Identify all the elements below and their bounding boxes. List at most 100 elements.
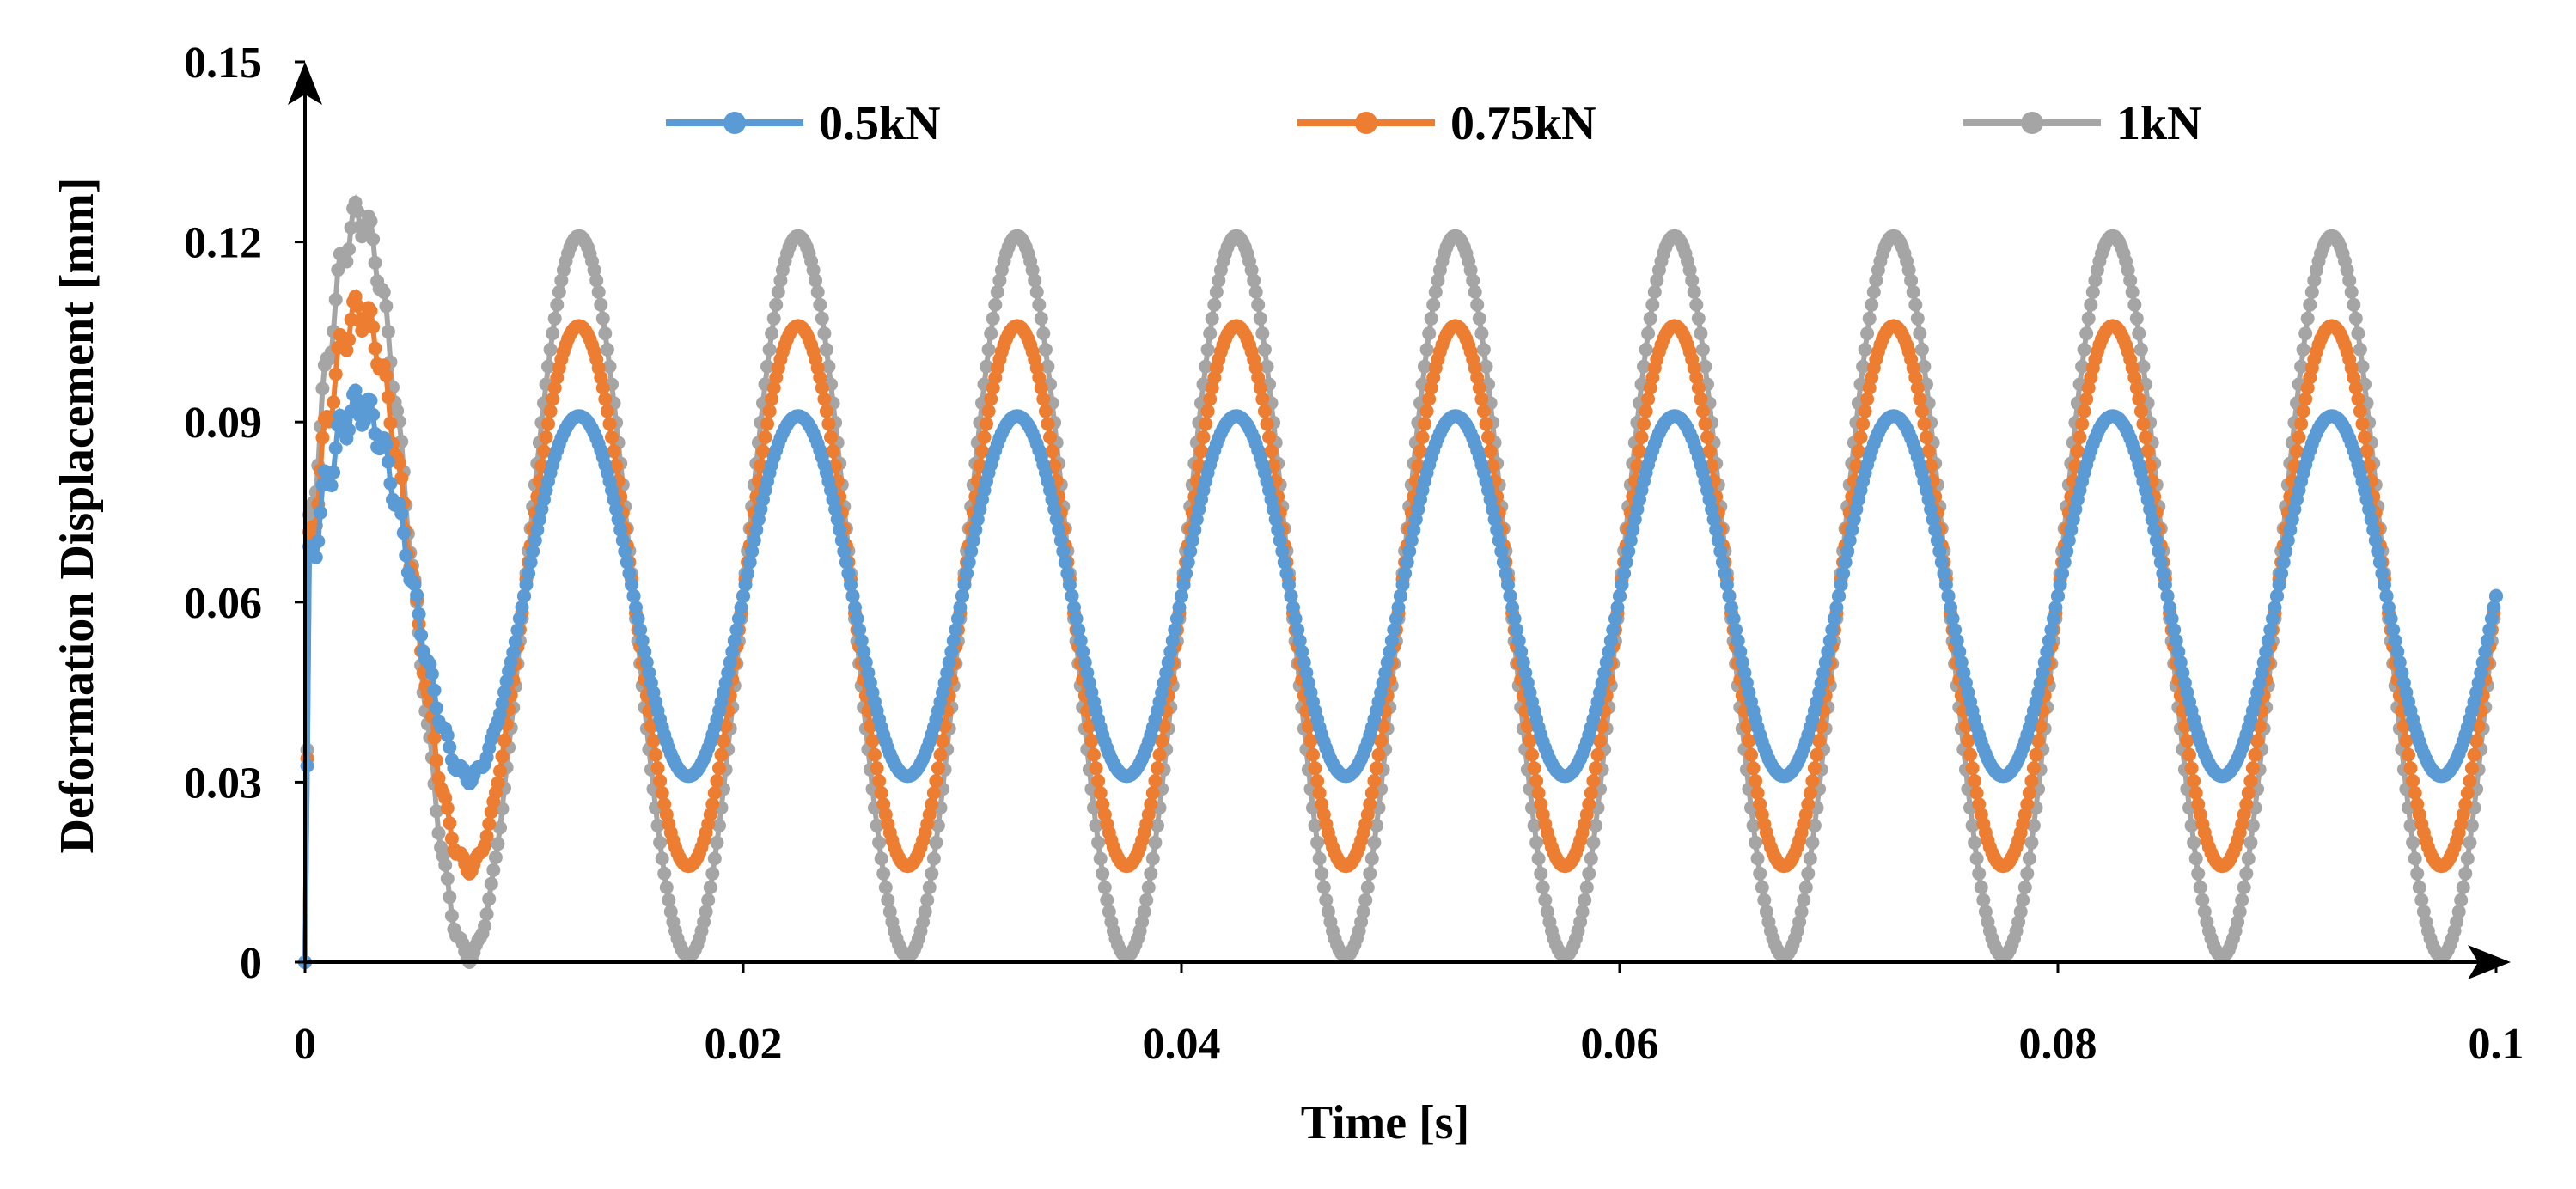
data-point	[1312, 786, 1327, 800]
data-point	[2379, 588, 2394, 603]
data-point	[1466, 273, 1480, 288]
data-point	[1292, 633, 1307, 648]
data-point	[1856, 359, 1871, 374]
data-point	[771, 284, 785, 299]
data-point	[2348, 311, 2363, 326]
data-point	[300, 759, 314, 773]
data-point	[2371, 544, 2385, 558]
data-point	[2484, 612, 2499, 626]
data-point	[427, 683, 442, 698]
data-point	[438, 790, 453, 805]
data-point	[1527, 819, 1541, 832]
data-point	[1032, 370, 1047, 385]
data-point	[2245, 819, 2260, 832]
data-point	[515, 600, 529, 614]
data-point	[399, 548, 413, 563]
data-point	[1179, 566, 1193, 581]
data-point	[1492, 534, 1506, 547]
data-point	[589, 273, 604, 288]
data-point	[1531, 786, 1546, 800]
data-point	[1682, 263, 1697, 277]
data-point	[1794, 905, 1809, 919]
data-point	[1422, 326, 1437, 341]
data-point	[2467, 747, 2481, 762]
data-point	[2239, 797, 2254, 812]
data-point	[762, 404, 777, 418]
data-point	[977, 430, 992, 444]
data-point	[1978, 905, 1993, 919]
data-point	[657, 866, 672, 881]
legend-label: 1kN	[2116, 97, 2202, 150]
data-point	[857, 644, 871, 659]
data-point	[2454, 893, 2469, 907]
data-point	[2125, 284, 2140, 299]
data-point	[1152, 747, 1167, 762]
data-point	[1908, 297, 1923, 312]
data-point	[1422, 392, 1437, 406]
data-point	[655, 786, 669, 800]
data-point	[430, 804, 443, 819]
data-point	[1729, 623, 1743, 637]
data-point	[363, 214, 378, 229]
data-point	[1838, 555, 1853, 570]
data-point	[1603, 633, 1618, 648]
data-point	[946, 633, 961, 648]
data-point	[351, 204, 365, 219]
data-point	[762, 342, 777, 357]
data-point	[508, 635, 522, 649]
data-point	[1527, 761, 1541, 776]
data-point	[1753, 797, 1767, 812]
data-point	[731, 612, 746, 626]
data-point	[1282, 577, 1296, 592]
data-point	[1822, 633, 1837, 648]
data-point	[1398, 566, 1413, 581]
data-point	[2272, 577, 2286, 592]
data-point	[517, 588, 531, 603]
legend-marker	[723, 112, 746, 134]
data-point	[870, 761, 884, 776]
data-point	[1525, 747, 1539, 762]
data-point	[1312, 851, 1327, 866]
data-point	[1834, 577, 1848, 592]
data-point	[2079, 326, 2094, 341]
data-point	[1499, 566, 1513, 581]
data-point	[741, 566, 755, 581]
data-point	[929, 774, 943, 788]
data-point	[394, 471, 409, 485]
data-point	[1579, 808, 1594, 822]
data-point	[2283, 522, 2298, 537]
data-point	[368, 341, 382, 356]
data-point	[543, 342, 558, 357]
data-point	[2294, 417, 2309, 431]
data-point	[543, 404, 558, 418]
data-point	[495, 697, 510, 710]
data-point	[2351, 392, 2365, 406]
legend-item-1kN: 1kN	[1963, 97, 2202, 150]
data-point	[920, 893, 935, 907]
data-point	[1468, 284, 1482, 299]
data-point	[1268, 512, 1283, 527]
data-point	[1599, 655, 1614, 669]
data-point	[537, 444, 551, 459]
data-point	[1582, 797, 1596, 812]
data-point	[874, 786, 888, 800]
data-point	[1719, 577, 1734, 592]
data-point	[2300, 381, 2315, 395]
data-point	[2160, 588, 2175, 603]
data-point	[1948, 623, 1963, 637]
data-point	[953, 601, 968, 614]
data-point	[2017, 808, 2032, 822]
data-point	[313, 505, 327, 520]
data-point	[2351, 326, 2365, 341]
data-point	[2191, 797, 2206, 812]
data-point	[844, 577, 858, 592]
data-point	[478, 918, 492, 933]
data-point	[980, 359, 993, 374]
data-point	[1418, 417, 1431, 431]
data-point	[1067, 601, 1081, 614]
data-point	[1303, 734, 1318, 748]
data-point	[1139, 893, 1154, 907]
data-point	[2127, 297, 2142, 312]
data-point	[2167, 623, 2182, 637]
